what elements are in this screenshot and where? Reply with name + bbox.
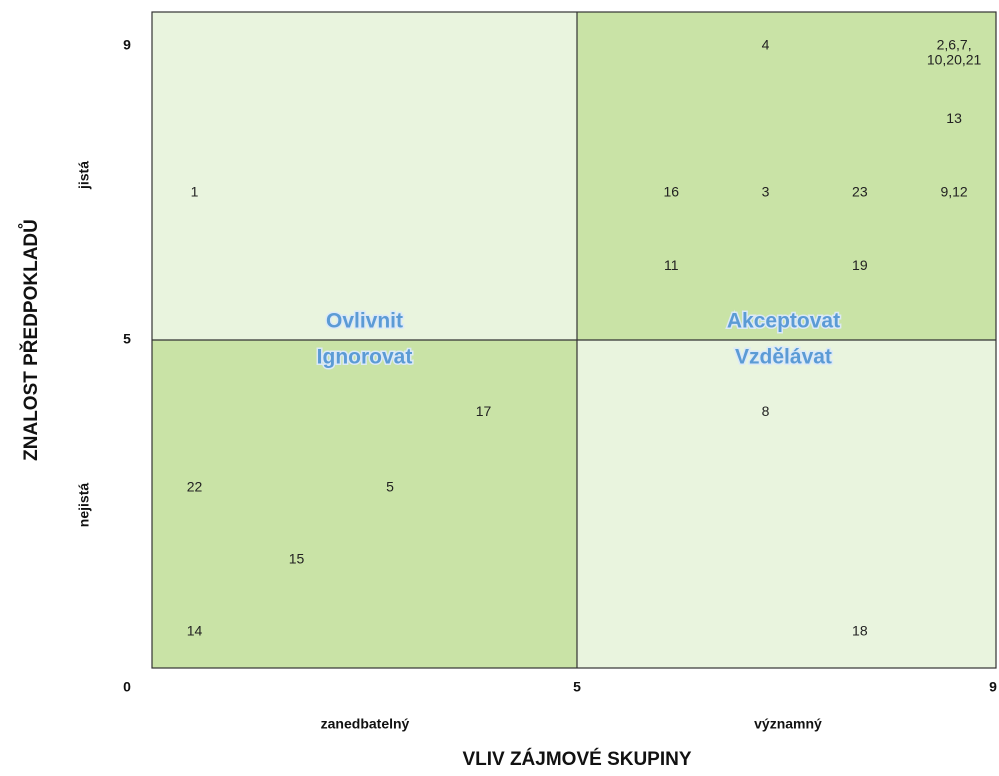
point-label: 18 [852,623,868,639]
point-label: 4 [762,37,770,53]
point-label: 5 [386,478,394,494]
point-label: 23 [852,184,868,200]
point-label: 19 [852,257,868,273]
point-label: 2,6,7, [937,37,972,53]
x-category: zanedbatelný [321,716,410,732]
point-label: 17 [476,403,492,419]
point-label: 9,12 [940,184,967,200]
x-tick-label: 0 [123,679,131,695]
point-label: 22 [187,478,203,494]
quadrant-label: Ovlivnit [326,310,403,333]
x-category: významný [754,716,822,732]
quadrant-label: Vzdělávat [735,346,832,369]
quadrant [577,12,996,340]
point: 2,6,7,10,20,21 [927,37,982,68]
point-label: 8 [762,403,770,419]
x-tick-label: 9 [989,679,997,695]
point-label: 14 [187,623,203,639]
point-label: 3 [762,184,770,200]
point-label: 1 [191,184,199,200]
point-label: 13 [946,110,962,126]
quadrant [577,340,996,668]
point-label: 11 [664,257,679,273]
y-category: nejistá [76,483,92,528]
y-category: jistá [76,161,92,190]
x-axis-title: VLIV ZÁJMOVÉ SKUPINY [462,748,691,770]
y-tick-label: 5 [123,331,131,347]
y-axis-title: ZNALOST PŘEDPOKLADŮ [19,219,42,461]
quadrant-label: Akceptovat [727,310,840,333]
x-tick-label: 5 [573,679,581,695]
quadrant [152,12,577,340]
point-label: 10,20,21 [927,52,982,68]
point-label: 15 [289,550,305,566]
plot-area [151,11,997,669]
quadrant [152,340,577,668]
y-tick-label: 9 [123,37,131,53]
quadrant-label: Ignorovat [317,346,413,369]
point-label: 16 [663,184,679,200]
